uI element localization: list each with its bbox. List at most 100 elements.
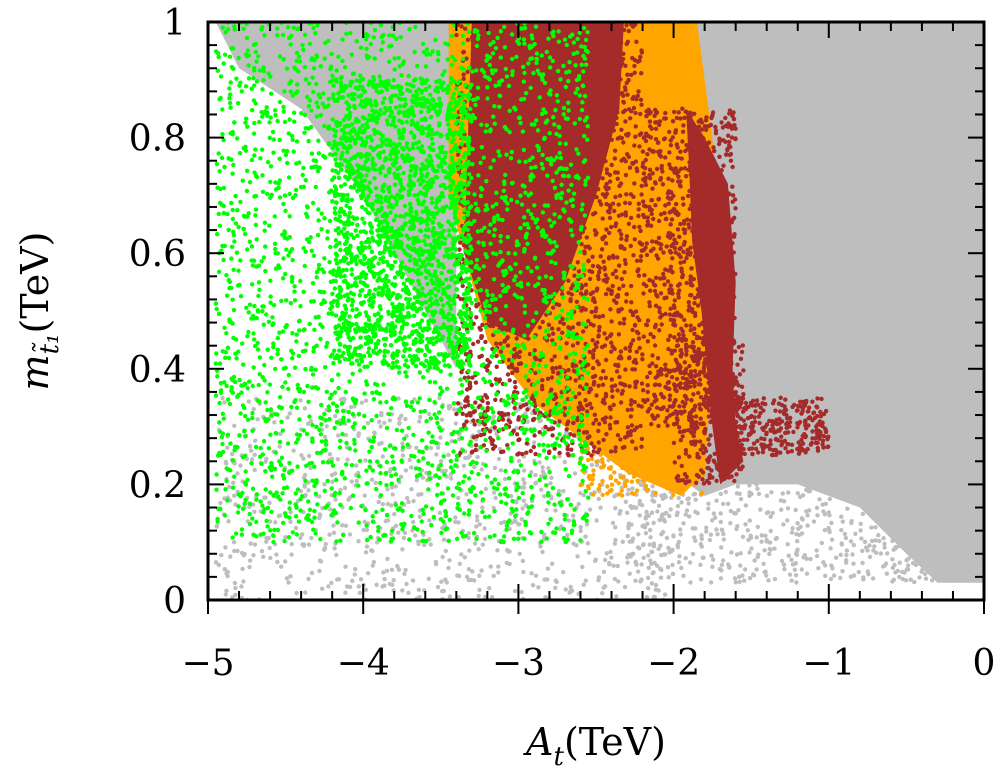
data-point xyxy=(584,203,590,208)
data-point xyxy=(661,250,666,255)
data-point xyxy=(510,230,515,235)
data-point xyxy=(527,255,533,260)
data-point xyxy=(624,299,629,304)
data-point xyxy=(667,248,673,254)
data-point xyxy=(764,430,769,435)
data-point xyxy=(768,428,773,433)
data-point xyxy=(784,425,789,431)
data-point xyxy=(706,300,711,306)
data-point xyxy=(666,176,671,181)
data-point xyxy=(525,167,530,172)
data-point xyxy=(699,202,704,207)
data-point xyxy=(619,488,624,493)
data-point xyxy=(362,493,367,498)
data-point xyxy=(700,330,706,335)
data-point xyxy=(589,405,594,411)
data-point xyxy=(702,248,707,253)
data-point xyxy=(557,450,562,456)
data-point xyxy=(512,209,517,214)
data-point xyxy=(625,533,630,539)
data-point xyxy=(609,332,614,337)
data-point xyxy=(622,455,627,460)
data-point xyxy=(575,554,580,559)
data-point xyxy=(354,463,359,468)
data-point xyxy=(374,582,379,587)
data-point xyxy=(688,580,693,585)
data-point xyxy=(674,512,680,518)
data-point xyxy=(428,445,434,451)
data-point xyxy=(831,573,837,578)
data-point xyxy=(771,448,776,453)
data-point xyxy=(606,135,611,140)
data-point xyxy=(247,564,252,570)
data-point xyxy=(703,127,709,132)
data-point xyxy=(726,325,731,331)
data-point xyxy=(622,258,628,263)
data-point xyxy=(613,221,619,226)
data-point xyxy=(873,510,878,516)
data-point xyxy=(692,384,697,389)
data-point xyxy=(607,405,613,410)
data-point xyxy=(586,457,591,463)
data-point xyxy=(862,501,868,506)
data-point xyxy=(568,73,573,79)
data-point xyxy=(487,360,492,365)
data-point xyxy=(622,395,627,401)
data-point xyxy=(661,517,667,522)
data-point xyxy=(460,283,465,289)
data-point xyxy=(755,486,760,491)
data-point xyxy=(789,557,794,562)
data-point xyxy=(381,570,386,575)
data-point xyxy=(608,418,613,424)
data-point xyxy=(416,541,421,547)
data-point xyxy=(840,519,845,524)
data-point xyxy=(657,428,662,433)
data-point xyxy=(487,429,493,434)
data-point xyxy=(517,177,522,183)
data-point xyxy=(235,548,240,554)
data-point xyxy=(853,531,858,536)
data-point xyxy=(583,150,588,155)
data-point xyxy=(590,477,595,482)
data-point xyxy=(716,169,722,175)
data-point xyxy=(930,491,936,496)
data-point xyxy=(687,188,692,194)
data-point xyxy=(553,585,558,590)
data-point xyxy=(487,46,492,51)
data-point xyxy=(362,519,367,524)
data-point xyxy=(587,507,593,512)
data-point xyxy=(596,440,601,445)
data-point xyxy=(590,365,596,371)
data-point xyxy=(565,46,570,51)
data-point xyxy=(608,475,613,481)
data-point xyxy=(511,256,517,261)
data-point xyxy=(512,588,518,594)
data-point xyxy=(576,428,582,433)
data-point xyxy=(860,548,865,554)
data-point xyxy=(804,556,809,561)
data-point xyxy=(663,458,668,463)
data-point xyxy=(558,93,563,98)
data-point xyxy=(422,542,427,548)
data-point xyxy=(706,140,712,145)
data-point xyxy=(625,510,630,515)
data-point xyxy=(664,415,670,421)
data-point xyxy=(291,448,296,453)
data-point xyxy=(400,441,405,446)
data-point xyxy=(596,328,602,333)
data-point xyxy=(664,535,670,541)
data-point xyxy=(720,558,726,563)
data-point xyxy=(584,522,590,527)
data-point xyxy=(723,234,728,239)
data-point xyxy=(612,576,618,582)
data-point xyxy=(649,198,655,203)
data-point xyxy=(336,433,341,438)
data-point xyxy=(662,592,668,597)
data-point xyxy=(540,469,545,474)
data-point xyxy=(629,109,634,114)
data-point xyxy=(629,423,635,428)
data-point xyxy=(753,409,758,414)
data-point xyxy=(505,294,510,299)
data-point xyxy=(600,591,605,596)
data-point xyxy=(660,394,665,399)
